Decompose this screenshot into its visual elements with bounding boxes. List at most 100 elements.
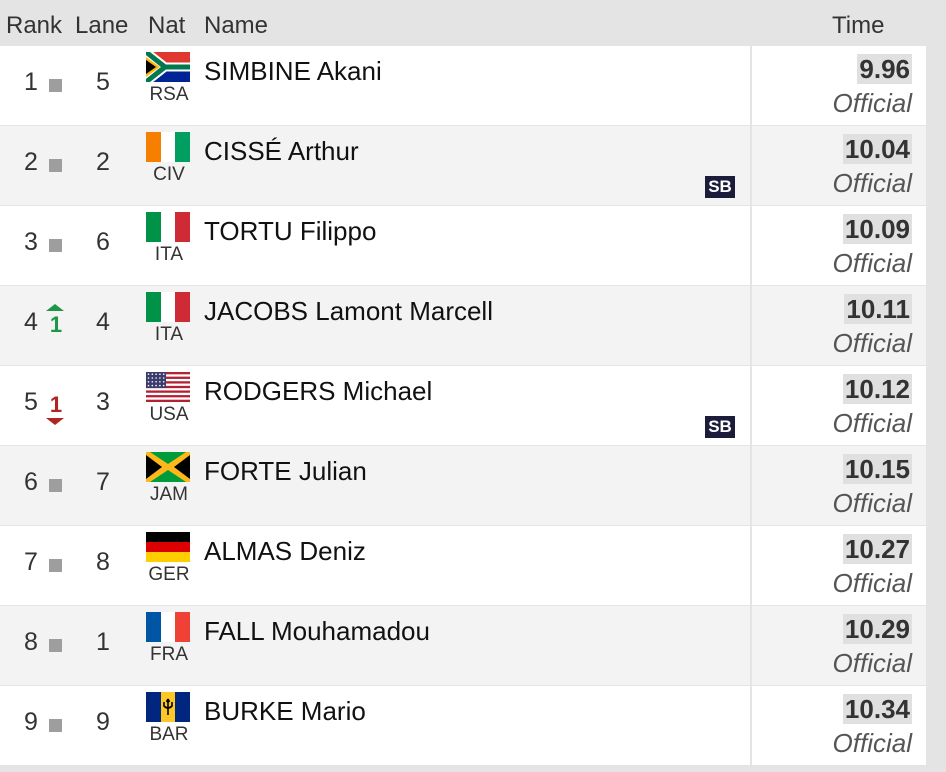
rank-change-indicator: 1 (46, 304, 64, 340)
name-column-header: Name (204, 12, 269, 39)
ivory-coast-flag (146, 132, 190, 162)
nat-code: CIV (153, 164, 185, 185)
row-main-cell: 7 8 GER ALMAS Deniz (0, 526, 750, 605)
row-main-cell: 1 5 RSA SIMBINE Akani (0, 46, 750, 125)
result-status: Official (832, 248, 912, 278)
result-status: Official (832, 168, 912, 198)
rank-value: 4 (24, 308, 38, 336)
result-status: Official (832, 88, 912, 118)
italy-flag (146, 292, 190, 322)
athlete-name[interactable]: CISSÉ Arthur (204, 136, 359, 166)
athlete-name[interactable]: FORTE Julian (204, 456, 367, 486)
rank-change-indicator (48, 70, 64, 100)
rank-change-indicator: 1 (46, 390, 64, 425)
rank-value: 8 (24, 628, 38, 656)
france-flag (146, 612, 190, 642)
row-time-cell: 10.12 Official (752, 366, 926, 445)
season-best-badge: SB (705, 176, 735, 198)
barbados-flag (146, 692, 190, 722)
row-main-cell: 4 1 4 ITA JACOBS Lamont Marcell (0, 286, 750, 365)
lane-value: 8 (96, 548, 110, 576)
athlete-name[interactable]: FALL Mouhamadou (204, 616, 430, 646)
lane-value: 2 (96, 148, 110, 176)
usa-flag (146, 372, 190, 402)
nat-code: RSA (149, 84, 189, 105)
row-main-cell: 8 1 FRA FALL Mouhamadou (0, 606, 750, 685)
lane-column-header: Lane (75, 12, 129, 39)
result-status: Official (832, 568, 912, 598)
athlete-name[interactable]: ALMAS Deniz (204, 536, 366, 566)
result-time: 10.11 (844, 294, 912, 324)
athlete-name[interactable]: JACOBS Lamont Marcell (204, 296, 493, 326)
lane-value: 5 (96, 68, 110, 96)
table-row: 5 1 3 USA RODGERS Michael SB 10.12 Official (0, 366, 946, 445)
result-time: 10.09 (842, 214, 912, 244)
rank-value: 6 (24, 468, 38, 496)
row-main-cell: 2 2 CIV CISSÉ Arthur SB (0, 126, 750, 205)
lane-value: 6 (96, 228, 110, 256)
lane-value: 7 (96, 468, 110, 496)
rank-value: 2 (24, 148, 38, 176)
nat-code: FRA (150, 644, 188, 665)
rank-value: 3 (24, 228, 38, 256)
result-status: Official (832, 328, 912, 358)
rank-change-indicator (48, 550, 64, 580)
rank-change-indicator (48, 150, 64, 180)
table-row: 1 5 RSA SIMBINE Akani 9.96 Official (0, 46, 946, 125)
result-time: 10.12 (842, 374, 912, 404)
rank-change-indicator (48, 470, 64, 500)
athlete-name[interactable]: BURKE Mario (204, 696, 366, 726)
result-status: Official (832, 648, 912, 678)
lane-value: 1 (96, 628, 110, 656)
result-time: 10.34 (842, 694, 912, 724)
lane-value: 9 (96, 708, 110, 736)
nat-code: GER (148, 564, 190, 585)
row-time-cell: 10.34 Official (752, 686, 926, 765)
athlete-name[interactable]: SIMBINE Akani (204, 56, 382, 86)
row-time-cell: 10.27 Official (752, 526, 926, 605)
rank-change-indicator (48, 710, 64, 740)
result-status: Official (832, 408, 912, 438)
table-row: 3 6 ITA TORTU Filippo 10.09 Official (0, 206, 946, 285)
italy-flag (146, 212, 190, 242)
nat-code: BAR (149, 724, 189, 745)
rank-change-indicator (48, 630, 64, 660)
table-row: 6 7 JAM FORTE Julian 10.15 Official (0, 446, 946, 525)
table-row: 9 9 BAR BURKE Mario 10.34 Official (0, 686, 946, 765)
result-time: 9.96 (857, 54, 912, 84)
rank-value: 7 (24, 548, 38, 576)
table-header: Rank Lane Nat Name Time (0, 0, 946, 46)
lane-value: 4 (96, 308, 110, 336)
nat-code: JAM (150, 484, 188, 505)
result-time: 10.27 (842, 534, 912, 564)
nat-column-header: Nat (148, 12, 186, 39)
row-main-cell: 9 9 BAR BURKE Mario (0, 686, 750, 765)
time-column-header: Time (832, 12, 885, 39)
row-time-cell: 10.04 Official (752, 126, 926, 205)
row-main-cell: 6 7 JAM FORTE Julian (0, 446, 750, 525)
row-time-cell: 10.29 Official (752, 606, 926, 685)
lane-value: 3 (96, 388, 110, 416)
row-main-cell: 3 6 ITA TORTU Filippo (0, 206, 750, 285)
result-time: 10.15 (842, 454, 912, 484)
athlete-name[interactable]: RODGERS Michael (204, 376, 433, 406)
row-time-cell: 10.15 Official (752, 446, 926, 525)
rank-value: 9 (24, 708, 38, 736)
nat-code: ITA (154, 244, 184, 265)
rank-change-indicator (48, 230, 64, 260)
athlete-name[interactable]: TORTU Filippo (204, 216, 377, 246)
rank-value: 1 (24, 68, 38, 96)
germany-flag (146, 532, 190, 562)
table-row: 2 2 CIV CISSÉ Arthur SB 10.04 Official (0, 126, 946, 205)
row-time-cell: 10.11 Official (752, 286, 926, 365)
season-best-badge: SB (705, 416, 735, 438)
row-main-cell: 5 1 3 USA RODGERS Michael SB (0, 366, 750, 445)
south-africa-flag (146, 52, 190, 82)
jamaica-flag (146, 452, 190, 482)
row-time-cell: 10.09 Official (752, 206, 926, 285)
result-time: 10.04 (842, 134, 912, 164)
table-row: 8 1 FRA FALL Mouhamadou 10.29 Official (0, 606, 946, 685)
result-time: 10.29 (842, 614, 912, 644)
table-row: 7 8 GER ALMAS Deniz 10.27 Official (0, 526, 946, 605)
